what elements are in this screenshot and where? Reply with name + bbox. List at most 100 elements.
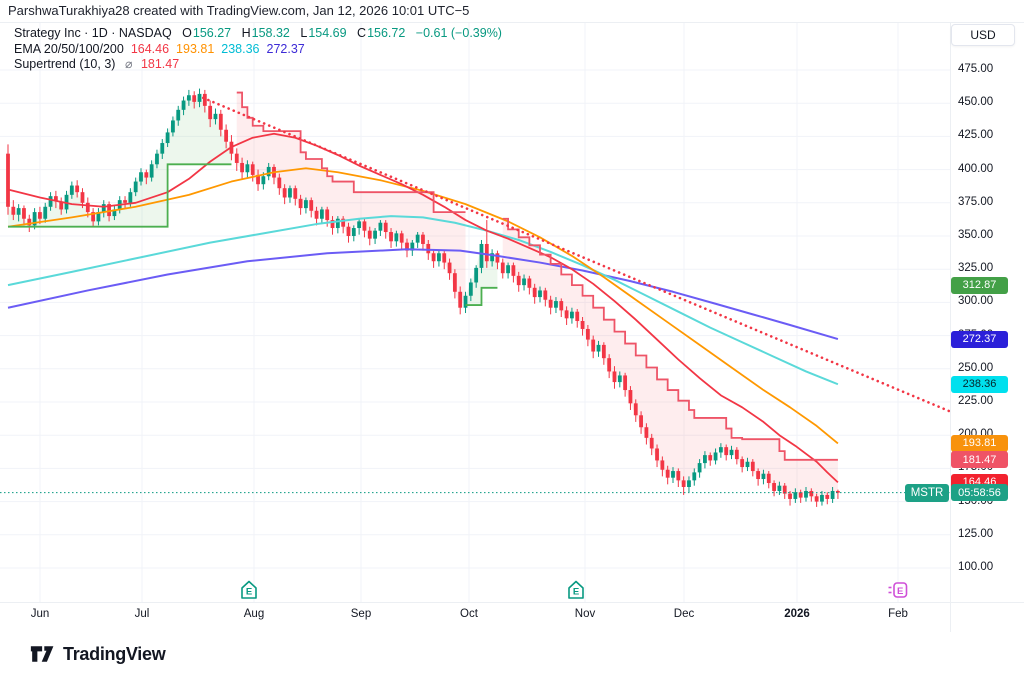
candle-body — [697, 463, 702, 473]
candle-body — [814, 496, 819, 502]
candle-body — [69, 185, 74, 195]
candle-body — [617, 375, 622, 383]
time-axis-label: Jul — [134, 608, 150, 620]
legend-symbol-row[interactable]: Strategy Inc · 1D · NASDAQ O156.27 H158.… — [14, 26, 502, 42]
candlestick-series — [6, 88, 840, 507]
candle-body — [729, 449, 734, 456]
currency-button[interactable]: USD — [951, 24, 1015, 46]
candle-body — [304, 200, 308, 209]
candle-body — [761, 473, 766, 480]
time-axis-label: Sep — [350, 608, 372, 620]
candle-body — [6, 153, 10, 207]
supertrend-down-line — [236, 91, 466, 213]
candle-body — [777, 485, 782, 491]
candle-body — [186, 95, 191, 101]
candle-body — [490, 253, 495, 262]
low-label: L — [300, 26, 308, 40]
candle-body — [468, 282, 473, 296]
supertrend-fill — [465, 243, 498, 306]
attribution-text: ParshwaTurakhiya28 created with TradingV… — [8, 3, 470, 18]
time-axis-label: Oct — [460, 608, 478, 620]
legend-supertrend-row[interactable]: Supertrend (10, 3) ⌀ 181.47 — [14, 57, 502, 73]
legend-ema-row[interactable]: EMA 20/50/100/200 164.46 193.81 238.36 272.3… — [14, 42, 502, 58]
candle-body — [516, 275, 521, 286]
candle-body — [718, 447, 723, 453]
candle-body — [692, 472, 697, 481]
earnings-icon[interactable]: E — [565, 579, 587, 606]
time-axis-label: 2026 — [784, 608, 810, 620]
candle-body — [554, 301, 558, 308]
candle-body — [830, 490, 835, 499]
candle-body — [511, 265, 516, 276]
candle-body — [671, 471, 675, 478]
svg-text:E: E — [573, 586, 579, 597]
candle-body — [623, 375, 628, 391]
candle-body — [585, 328, 590, 340]
candle-body — [649, 437, 654, 449]
close-label: C — [357, 26, 367, 40]
candle-body — [607, 358, 612, 372]
candle-body — [788, 493, 792, 499]
candle-body — [80, 192, 85, 203]
candle-body — [38, 212, 42, 219]
time-axis-label: Dec — [673, 608, 695, 620]
candle-body — [793, 492, 798, 499]
candle-body — [421, 234, 425, 244]
ema-value-0: 164.46 — [130, 41, 170, 56]
candle-body — [820, 494, 824, 502]
candle-body — [458, 291, 463, 308]
candle-body — [570, 311, 574, 319]
candle-body — [687, 480, 691, 487]
candle-body — [319, 209, 324, 219]
candle-body — [192, 95, 197, 102]
candle-body — [202, 93, 207, 106]
candle-body — [325, 209, 330, 221]
ema-value-2: 238.36 — [221, 41, 260, 56]
pane-top-border — [0, 22, 1024, 23]
candle-body — [277, 177, 282, 189]
symbol-title[interactable]: Strategy Inc · 1D · NASDAQ — [14, 26, 172, 40]
candle-body — [123, 200, 127, 203]
ema-value-3: 272.37 — [266, 41, 305, 56]
candle-body — [112, 209, 117, 217]
candle-body — [48, 196, 53, 207]
supertrend-title[interactable]: Supertrend (10, 3) — [14, 57, 116, 71]
ema-value-1: 193.81 — [176, 41, 215, 56]
candle-body — [330, 220, 335, 229]
candle-body — [591, 339, 596, 352]
supertrend-value: 181.47 — [140, 57, 180, 71]
candle-body — [410, 242, 415, 251]
tradingview-logo[interactable]: TradingView — [30, 643, 166, 665]
candle-body — [708, 455, 713, 461]
time-axis-label: Nov — [574, 608, 596, 620]
svg-text:E: E — [897, 586, 903, 597]
candle-body — [208, 105, 213, 120]
candle-body — [362, 221, 367, 231]
candle-body — [357, 221, 362, 229]
ema-100-line — [7, 215, 839, 386]
candle-body — [155, 153, 159, 165]
candle-body — [256, 174, 260, 185]
candle-body — [447, 262, 452, 274]
high-value: 158.32 — [251, 26, 290, 40]
open-value: 156.27 — [192, 26, 232, 40]
candle-body — [139, 172, 143, 182]
candle-body — [85, 202, 90, 213]
candle-body — [596, 344, 601, 352]
supertrend-up-line — [465, 286, 498, 306]
earnings-icon[interactable]: E — [887, 579, 909, 606]
ema-title[interactable]: EMA 20/50/100/200 — [14, 41, 124, 56]
candle-body — [22, 208, 26, 219]
candle-body — [293, 188, 298, 199]
supertrend-up-line — [8, 163, 232, 228]
candle-body — [59, 201, 64, 210]
tradingview-logo-icon — [30, 646, 54, 662]
candle-body — [309, 200, 314, 211]
earnings-icon[interactable]: E — [238, 579, 260, 606]
time-axis-border — [0, 602, 1024, 603]
candle-body — [341, 218, 346, 227]
candle-body — [144, 172, 149, 178]
candle-body — [224, 129, 229, 142]
